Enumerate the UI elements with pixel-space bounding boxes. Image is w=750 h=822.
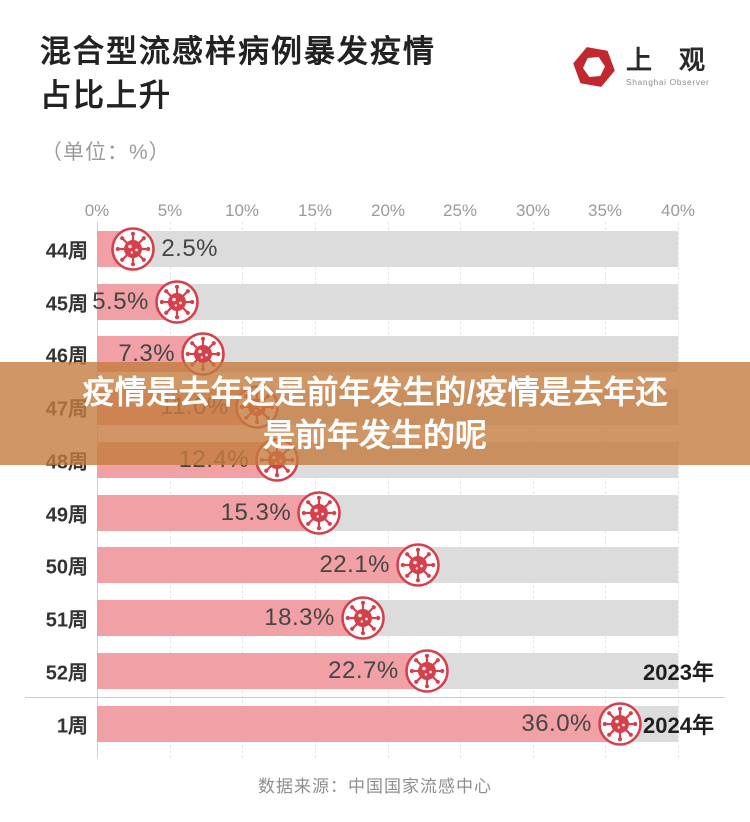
week-label: 50周 (45, 556, 88, 579)
chart-row-week45: 45周 5.5% (0, 284, 750, 320)
week-label: 49周 (45, 504, 88, 527)
virus-icon (597, 701, 643, 747)
gridline-40 (678, 222, 679, 758)
chart-row-week44: 44周 2.5% (0, 231, 750, 267)
value-label: 22.1% (319, 551, 391, 578)
value-label: 18.3% (264, 604, 335, 631)
virus-icon (296, 490, 342, 536)
gridline-25 (460, 222, 461, 758)
chart-row-week1: 1周 36.0% 2024年 (0, 706, 750, 742)
data-source-note: 数据来源：中国国家流感中心 (258, 777, 492, 796)
value-label: 22.7% (328, 657, 399, 684)
gridline-15 (315, 222, 316, 758)
x-tick-40: 40% (660, 201, 696, 220)
logo-text: 上 观 Shanghai Observer (626, 47, 714, 87)
banner-text-line-1: 疫情是去年还是前年发生的/疫情是去年还 (82, 373, 668, 410)
title-line-2: 占比上升 (40, 78, 172, 113)
value-label: 36.0% (521, 710, 592, 737)
page-title: 混合型流感样病例暴发疫情 占比上升 (40, 30, 560, 118)
logo-en-label: Shanghai Observer (625, 77, 710, 87)
bar (97, 706, 620, 742)
title-line-1: 混合型流感样病例暴发疫情 (40, 34, 436, 69)
x-tick-0: 0% (84, 201, 110, 220)
gridline-30 (533, 222, 534, 758)
bar-track: 18.3% (97, 600, 678, 636)
bar-track: 22.1% (97, 547, 678, 583)
x-tick-30: 30% (515, 201, 551, 220)
bar-track: 36.0% 2024年 (97, 706, 714, 742)
week-label: 52周 (45, 662, 88, 685)
gridline-5 (170, 222, 171, 758)
week-label: 45周 (45, 293, 88, 316)
bar-track: 22.7% 2023年 (97, 653, 714, 689)
x-tick-5: 5% (157, 201, 183, 220)
bar (97, 600, 363, 636)
chart-row-week51: 51周 18.3% (0, 600, 750, 636)
virus-icon (340, 595, 386, 641)
x-tick-15: 15% (297, 201, 333, 220)
year-divider-line (25, 697, 725, 698)
value-label: 5.5% (92, 288, 149, 315)
year-marker-2024: 2024年 (643, 713, 714, 738)
gridline-10 (242, 222, 243, 758)
chart-row-week50: 50周 22.1% (0, 547, 750, 583)
gridline-20 (388, 222, 389, 758)
virus-icon (110, 226, 156, 272)
virus-icon (404, 648, 450, 694)
logo-hexagon-icon (573, 47, 615, 87)
year-marker-2023: 2023年 (643, 660, 714, 685)
bar-track: 5.5% (92, 284, 678, 320)
x-tick-10: 10% (224, 201, 260, 220)
unit-note: （单位：%） (41, 141, 171, 164)
value-label: 15.3% (220, 499, 292, 526)
chart-row-week49: 49周 15.3% (0, 495, 750, 531)
bar (97, 547, 418, 583)
bar-track: 2.5% (97, 231, 678, 267)
week-label: 1周 (56, 715, 88, 738)
gridline-0 (97, 222, 98, 758)
virus-icon (154, 279, 200, 325)
bar (97, 495, 320, 531)
virus-icon (395, 542, 441, 588)
x-tick-20: 20% (370, 201, 406, 220)
week-label: 51周 (45, 609, 88, 632)
banner-text-line-2: 是前年发生的呢 (262, 416, 487, 453)
x-tick-35: 35% (587, 201, 623, 220)
gridline-35 (605, 222, 606, 758)
chart-row-week52: 52周 22.7% 2023年 (0, 653, 750, 689)
value-label: 2.5% (161, 235, 219, 262)
bar (97, 653, 427, 689)
shanghai-observer-logo: 上 观 Shanghai Observer (571, 44, 714, 90)
x-tick-25: 25% (442, 201, 478, 220)
logo-cn-label: 上 观 (625, 46, 714, 76)
bar-track: 15.3% (97, 495, 678, 531)
week-label: 44周 (45, 240, 88, 263)
watermark-banner: 疫情是去年还是前年发生的/疫情是去年还 是前年发生的呢 (0, 362, 750, 465)
